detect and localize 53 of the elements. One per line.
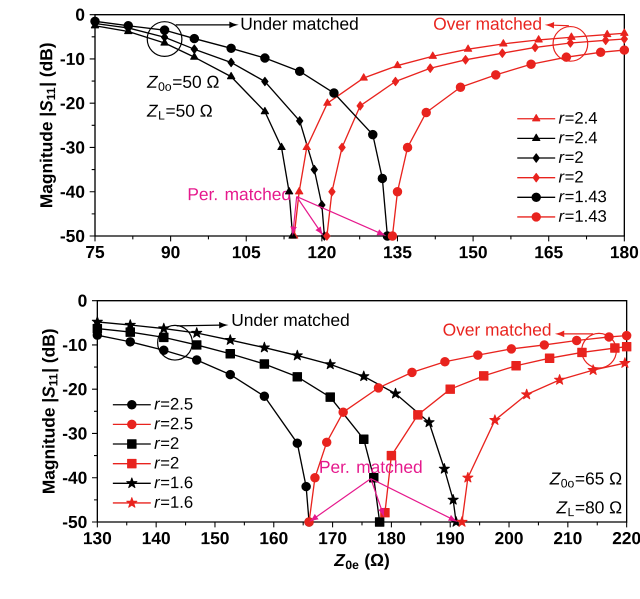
annotation: Under matched	[232, 313, 349, 326]
x-tick-label: 165	[535, 246, 563, 258]
annotation: Z$_{0o}$=50 Ω	[146, 76, 219, 91]
x-tick-label: 150	[202, 532, 229, 544]
legend-label: r=2	[154, 456, 178, 468]
annotation: Over matched	[443, 323, 550, 336]
annotation: Z$_{L}$=50 Ω	[146, 104, 212, 120]
x-tick-label: 170	[319, 532, 346, 544]
x-tick-label: 180	[610, 246, 638, 258]
legend-label: r=1.43	[558, 190, 606, 202]
legend-label: r=1.43	[558, 210, 606, 222]
legend-label: r=2.4	[558, 132, 598, 144]
legend-label: r=2	[558, 170, 583, 182]
legend-label: r=2	[154, 437, 178, 449]
legend-label: r=1.6	[154, 496, 192, 508]
y-axis-title: Magnitude |S$_{11}$| (dB)	[42, 329, 58, 494]
y-axis-title: Magnitude |S$_{11}$| (dB)	[40, 43, 56, 208]
annotation: Z$_{L}$=80 Ω	[556, 501, 622, 516]
x-tick-label: 200	[495, 532, 523, 544]
x-tick-label: 105	[232, 246, 260, 258]
y-tick-label: -50	[60, 230, 84, 242]
y-tick-label: -20	[62, 383, 87, 396]
x-tick-label: 120	[308, 246, 336, 258]
y-tick-label: 0	[76, 8, 84, 21]
legend-label: r=2.5	[154, 418, 192, 430]
y-tick-label: -10	[60, 52, 84, 66]
annotation: Z$_{0o}$=65 Ω	[549, 472, 622, 488]
annotation: Over matched	[434, 17, 541, 30]
x-tick-label: 220	[612, 532, 640, 544]
y-tick-label: -50	[62, 516, 87, 528]
y-tick-label: 0	[78, 294, 87, 307]
x-tick-label: 130	[84, 532, 112, 544]
legend-label: r=2	[558, 151, 583, 163]
y-tick-label: -10	[62, 338, 87, 352]
x-tick-label: 140	[142, 532, 170, 544]
y-tick-label: -40	[60, 186, 84, 198]
legend-label: r=1.6	[154, 476, 192, 488]
legend-label: r=2.5	[154, 398, 192, 410]
y-tick-label: -20	[60, 97, 84, 110]
x-axis-title: Z$_{0e}$ (Ω)	[334, 553, 389, 570]
annotation: Under matched	[242, 17, 358, 30]
y-tick-label: -30	[60, 141, 84, 154]
x-tick-label: 190	[436, 532, 464, 544]
x-tick-label: 210	[554, 532, 582, 544]
x-tick-label: 160	[260, 532, 288, 544]
legend-label: r=2.4	[558, 112, 598, 124]
x-tick-label: 150	[460, 246, 487, 258]
x-tick-label: 135	[384, 246, 412, 258]
x-tick-label: 180	[378, 532, 406, 544]
x-tick-label: 75	[86, 246, 104, 258]
y-tick-label: -40	[62, 472, 87, 484]
x-tick-label: 90	[162, 246, 180, 258]
y-tick-label: -30	[62, 427, 87, 440]
